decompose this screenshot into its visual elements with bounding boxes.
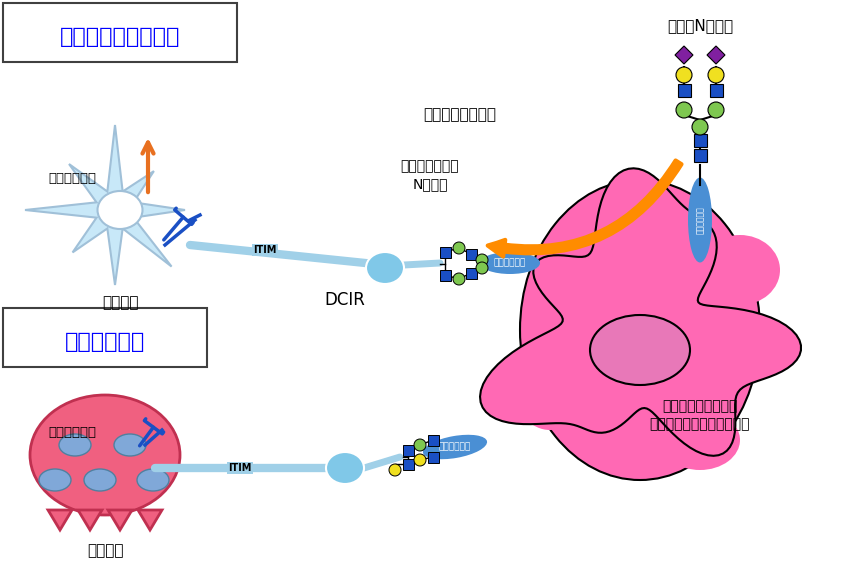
FancyBboxPatch shape xyxy=(3,3,237,62)
Text: 樹状細胞分化・機能: 樹状細胞分化・機能 xyxy=(60,27,180,47)
Text: 糖タンパク質: 糖タンパク質 xyxy=(695,206,705,234)
Polygon shape xyxy=(48,510,72,530)
Text: 糖タンパク質: 糖タンパク質 xyxy=(494,259,526,267)
Text: 抗原提示機能: 抗原提示機能 xyxy=(48,172,96,185)
Ellipse shape xyxy=(84,469,116,491)
Ellipse shape xyxy=(366,252,404,284)
Polygon shape xyxy=(480,168,801,456)
Bar xyxy=(403,444,414,456)
Polygon shape xyxy=(138,510,162,530)
Bar xyxy=(465,249,476,259)
Circle shape xyxy=(414,439,426,451)
Ellipse shape xyxy=(59,434,91,456)
Ellipse shape xyxy=(480,252,540,274)
Bar xyxy=(439,246,451,258)
Text: 破骨細胞: 破骨細胞 xyxy=(86,543,123,558)
FancyArrowPatch shape xyxy=(487,161,681,256)
Text: DCIR: DCIR xyxy=(325,291,365,309)
Circle shape xyxy=(453,242,465,254)
Bar xyxy=(677,84,691,96)
Bar xyxy=(710,84,722,96)
FancyBboxPatch shape xyxy=(3,308,207,367)
Ellipse shape xyxy=(590,315,690,385)
Bar xyxy=(428,434,439,446)
Bar xyxy=(465,267,476,279)
Ellipse shape xyxy=(114,434,146,456)
Ellipse shape xyxy=(688,178,712,262)
Circle shape xyxy=(476,254,488,266)
Bar xyxy=(403,458,414,470)
Ellipse shape xyxy=(326,452,364,484)
Ellipse shape xyxy=(700,235,780,305)
Ellipse shape xyxy=(423,434,487,459)
Text: リガンド発現細胞群
（樹状細胞、骨芽細胞等）: リガンド発現細胞群 （樹状細胞、骨芽細胞等） xyxy=(650,399,750,431)
Circle shape xyxy=(692,119,708,135)
Circle shape xyxy=(453,273,465,285)
Ellipse shape xyxy=(97,191,143,229)
Text: 糖タンパク質: 糖タンパク質 xyxy=(439,443,471,451)
Ellipse shape xyxy=(137,469,169,491)
Circle shape xyxy=(389,464,401,476)
Circle shape xyxy=(414,454,426,466)
Text: ITIM: ITIM xyxy=(253,245,277,255)
Polygon shape xyxy=(108,510,132,530)
Ellipse shape xyxy=(39,469,71,491)
Polygon shape xyxy=(78,510,102,530)
Bar xyxy=(693,134,706,147)
Text: 破骨細胞形成: 破骨細胞形成 xyxy=(48,426,96,440)
Circle shape xyxy=(476,262,488,274)
Bar xyxy=(439,269,451,280)
Bar xyxy=(428,451,439,463)
Polygon shape xyxy=(25,125,185,285)
Circle shape xyxy=(708,67,724,83)
Polygon shape xyxy=(675,46,693,64)
Text: ITIM: ITIM xyxy=(228,463,251,473)
Ellipse shape xyxy=(520,180,760,480)
Ellipse shape xyxy=(660,410,740,470)
Text: 樹状細胞: 樹状細胞 xyxy=(102,295,139,310)
Circle shape xyxy=(708,102,724,118)
Text: 破骨細胞形成: 破骨細胞形成 xyxy=(65,332,145,352)
Text: アシアロ二本鎖
N型糖鎖: アシアロ二本鎖 N型糖鎖 xyxy=(401,159,459,191)
Polygon shape xyxy=(707,46,725,64)
Ellipse shape xyxy=(515,350,585,430)
Text: ノイラミニダーゼ: ノイラミニダーゼ xyxy=(423,107,497,123)
Circle shape xyxy=(676,102,692,118)
Bar xyxy=(693,148,706,162)
Circle shape xyxy=(676,67,692,83)
Text: 二本鎖N型糖鎖: 二本鎖N型糖鎖 xyxy=(667,18,733,33)
Ellipse shape xyxy=(30,395,180,515)
